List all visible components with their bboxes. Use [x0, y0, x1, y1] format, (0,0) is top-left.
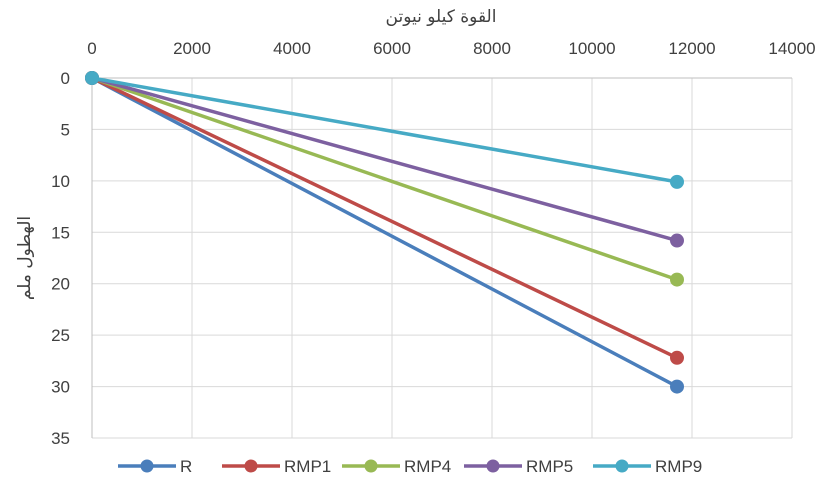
series-layer	[85, 71, 684, 394]
y-tick-label: 25	[51, 326, 70, 345]
y-axis-title: الهطول ملم	[15, 216, 35, 300]
x-tick-label: 2000	[173, 39, 211, 58]
legend-label: RMP1	[284, 457, 331, 476]
legend-swatch-marker	[615, 459, 629, 473]
legend-label: RMP9	[655, 457, 702, 476]
x-tick-label: 6000	[373, 39, 411, 58]
y-tick-label: 35	[51, 429, 70, 448]
legend-item-r: R	[118, 457, 192, 476]
legend-item-rmp9: RMP9	[593, 457, 702, 476]
data-point	[670, 350, 684, 365]
y-tick-label: 20	[51, 275, 70, 294]
series-rmp5	[85, 71, 684, 248]
x-tick-label: 0	[87, 39, 96, 58]
legend-label: R	[180, 457, 192, 476]
data-point	[670, 174, 684, 189]
data-point	[85, 71, 99, 85]
y-tick-label: 15	[51, 223, 70, 242]
legend-label: RMP5	[526, 457, 573, 476]
x-tick-label: 8000	[473, 39, 511, 58]
series-rmp4	[85, 71, 684, 287]
y-tick-label: 30	[51, 378, 70, 397]
y-tick-label: 0	[61, 69, 70, 88]
y-tick-label: 5	[61, 120, 70, 139]
legend-label: RMP4	[404, 457, 451, 476]
x-tick-label: 14000	[768, 39, 815, 58]
y-tick-label: 10	[51, 172, 70, 191]
data-point	[670, 233, 684, 248]
x-tick-label: 10000	[568, 39, 615, 58]
y-axis-ticks: 0 5 10 15 20 25 30 35	[51, 69, 70, 448]
x-tick-label: 4000	[273, 39, 311, 58]
plot-area	[91, 77, 792, 438]
legend-item-rmp1: RMP1	[222, 457, 331, 476]
x-tick-label: 12000	[668, 39, 715, 58]
legend-swatch-marker	[244, 459, 258, 473]
legend: R RMP1 RMP4 RMP5 RMP9	[118, 457, 702, 476]
x-axis-title: القوة كيلو نيوتن	[386, 7, 497, 27]
data-point	[670, 272, 684, 287]
x-axis-ticks: 0 2000 4000 6000 8000 10000 12000 14000	[87, 39, 815, 58]
data-point	[670, 379, 684, 394]
series-line	[90, 76, 679, 184]
series-line	[90, 76, 679, 389]
legend-item-rmp4: RMP4	[342, 457, 451, 476]
legend-item-rmp5: RMP5	[464, 457, 573, 476]
legend-swatch-marker	[486, 459, 500, 473]
series-line	[90, 76, 679, 360]
legend-swatch-marker	[364, 459, 378, 473]
series-line	[90, 76, 679, 282]
series-line	[90, 76, 679, 243]
series-rmp9	[85, 71, 684, 189]
legend-swatch-marker	[140, 459, 154, 473]
